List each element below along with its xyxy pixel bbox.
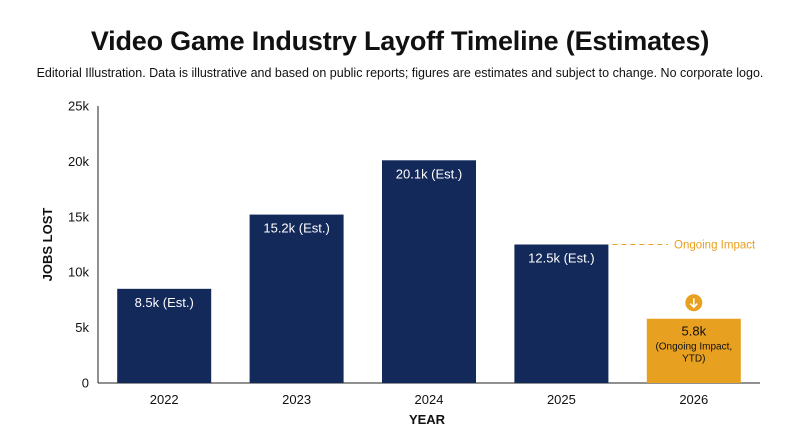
x-axis: YEAR 2022 2023 2024 2025 2026: [98, 382, 760, 427]
y-tick-label: 0: [82, 376, 89, 391]
x-tick-label: 2025: [547, 392, 576, 407]
data-label-2024: 20.1k (Est.): [396, 166, 462, 181]
x-tick-label: 2026: [679, 392, 708, 407]
y-tick-label: 25k: [68, 99, 89, 114]
bars: [117, 160, 741, 383]
x-axis-title: YEAR: [409, 412, 446, 427]
y-axis: 0 5k 10k 15k 20k 25k JOBS LOST: [40, 99, 99, 391]
y-tick-label: 10k: [68, 265, 89, 280]
chart-title: Video Game Industry Layoff Timeline (Est…: [90, 26, 710, 56]
y-tick-label: 20k: [68, 154, 89, 169]
bar-2023: [249, 214, 344, 383]
data-label-2026: 5.8k: [682, 324, 707, 339]
annotation: Ongoing Impact: [612, 240, 756, 312]
y-tick-label: 15k: [68, 209, 89, 224]
data-label-2025: 12.5k (Est.): [528, 251, 594, 266]
x-tick-label: 2024: [415, 392, 444, 407]
annotation-label: Ongoing Impact: [674, 240, 756, 252]
x-tick-label: 2023: [282, 392, 311, 407]
chart-subtitle: Editorial Illustration. Data is illustra…: [36, 66, 764, 80]
bar-2025: [514, 244, 609, 383]
x-tick-label: 2022: [150, 392, 179, 407]
y-axis-title: JOBS LOST: [40, 208, 55, 282]
bar-2024: [382, 160, 476, 383]
down-arrow-circle-icon: [685, 294, 703, 312]
data-label-2022: 8.5k (Est.): [135, 295, 194, 310]
down-arrow-head: [689, 302, 698, 309]
data-label-2023: 15.2k (Est.): [263, 221, 329, 236]
data-sublabel-2026: YTD): [682, 354, 705, 365]
bar-2022: [117, 288, 212, 383]
bar-2026: [646, 318, 741, 383]
y-tick-label: 5k: [75, 320, 89, 335]
data-labels: 8.5k (Est.) 15.2k (Est.) 20.1k (Est.) 12.5k…: [135, 166, 733, 364]
data-sublabel-2026: (Ongoing Impact,: [655, 342, 732, 353]
